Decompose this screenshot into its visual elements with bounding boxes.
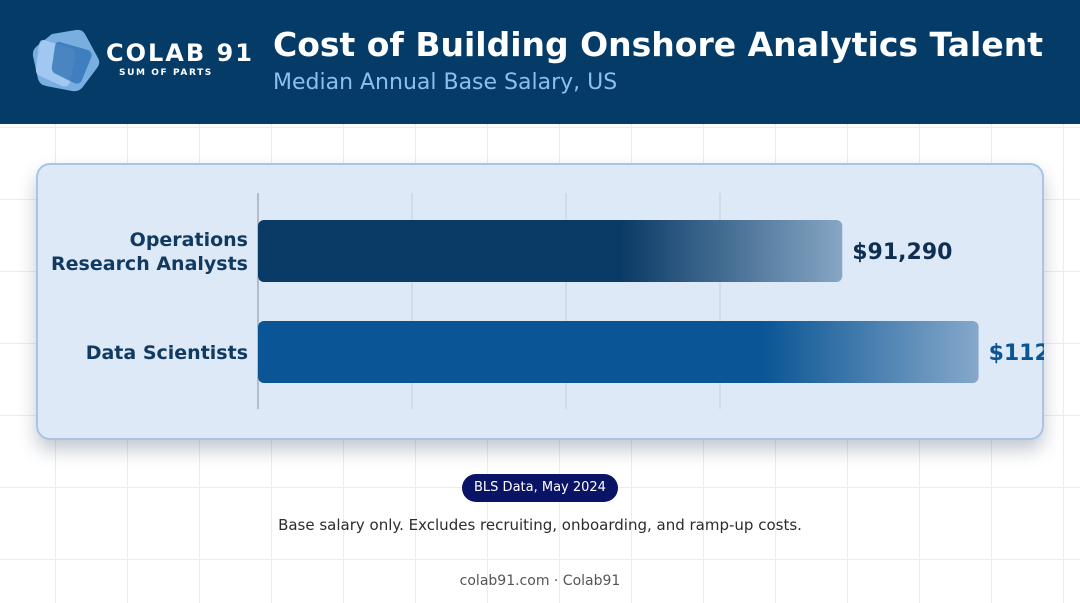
source-badge: BLS Data, May 2024	[462, 474, 618, 502]
chart-panel	[36, 163, 1044, 440]
bar-1	[258, 321, 979, 383]
footer-credit: colab91.com · Colab91	[459, 573, 621, 589]
category-label-1: Data Scientists	[86, 342, 248, 364]
colab91-logo-icon	[32, 29, 100, 92]
page-subtitle: Median Annual Base Salary, US	[273, 70, 618, 95]
salary-bar-chart: Operations Research Analysts $91,290 Data S…	[51, 193, 1044, 409]
value-label-0: $91,290	[852, 240, 952, 265]
value-label-1: $112,590	[989, 341, 1044, 366]
logo-tagline: SUM OF PARTS	[119, 68, 213, 78]
footnote: Base salary only. Excludes recruiting, o…	[278, 516, 802, 534]
page-title: Cost of Building Onshore Analytics Talen…	[273, 25, 1044, 64]
bar-0	[258, 220, 843, 282]
category-label-0: Operations Research Analysts	[51, 229, 248, 275]
logo-name: COLAB 91	[106, 39, 254, 67]
header-banner: COLAB 91 SUM OF PARTS Cost of Building O…	[0, 0, 1080, 124]
